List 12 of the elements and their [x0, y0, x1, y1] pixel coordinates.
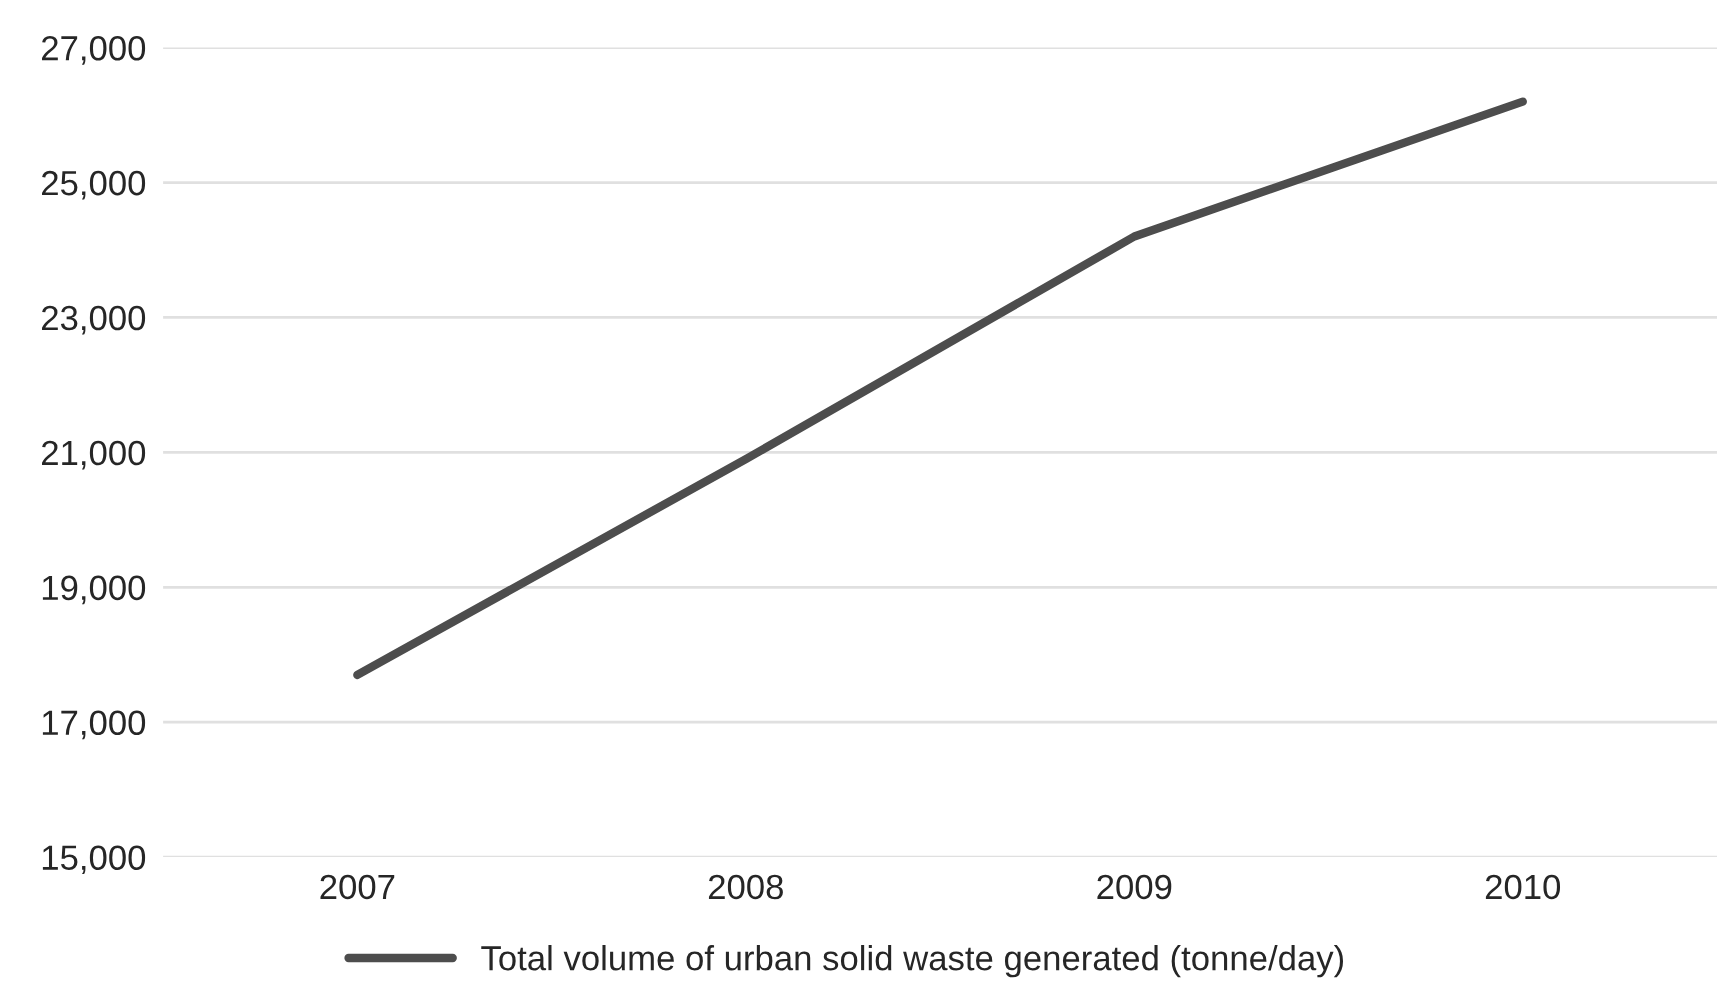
y-tick-label: 15,000	[42, 845, 146, 875]
y-tick-label: 17,000	[42, 710, 146, 740]
x-tick-label: 2008	[708, 874, 783, 900]
y-tick-label: 23,000	[42, 305, 146, 335]
x-tick-label: 2007	[320, 874, 395, 900]
x-tick-label: 2010	[1485, 874, 1561, 900]
y-tick-label: 19,000	[42, 575, 146, 605]
y-tick-label: 27,000	[42, 35, 146, 65]
legend-label: Total volume of urban solid waste generated (tonne/day)	[481, 945, 1344, 978]
x-tick-label: 2009	[1097, 874, 1172, 900]
y-tick-label: 25,000	[42, 170, 146, 200]
y-tick-label: 21,000	[42, 440, 146, 470]
